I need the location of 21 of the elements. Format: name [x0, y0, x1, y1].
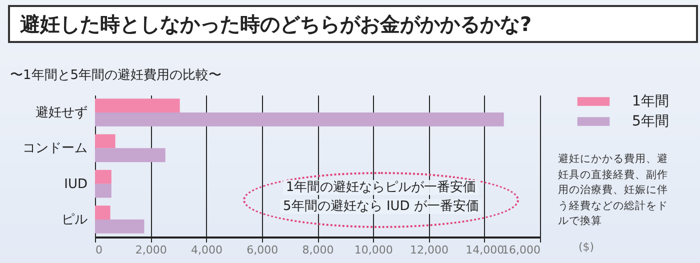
x-tick-label: 6,000	[246, 244, 278, 256]
x-tick-label: 0	[96, 244, 102, 256]
annotation: 5年間の避妊なら IUD が一番安価	[280, 199, 482, 214]
legend-label: 5年間	[632, 114, 669, 130]
y-tick-label: 避妊せず	[36, 105, 88, 120]
y-tick-label: コンドーム	[22, 141, 88, 156]
x-tick-label: 16,000	[502, 244, 540, 256]
x-tick-label: 4,000	[191, 244, 222, 256]
x-tick-label: 14,000	[466, 244, 504, 256]
chart-subtitle: 〜1年間と5年間の避妊費用の比較〜	[10, 67, 222, 84]
x-axis-title: ($)	[578, 240, 594, 254]
chart-title: 避妊した時としなかった時のどちらがお金がかかるかな?	[8, 5, 698, 43]
x-tick-label: 12,000	[410, 244, 448, 256]
y-tick-label: ピル	[62, 212, 88, 228]
legend-label: 1年間	[632, 94, 669, 110]
y-tick-label: IUD	[64, 176, 88, 192]
x-tick-label: 10,000	[354, 244, 393, 256]
x-tick-label: 2,000	[135, 244, 167, 256]
annotation: 1年間の避妊ならピルが一番安価	[282, 180, 480, 195]
x-tick-label: 8,000	[302, 244, 334, 256]
text: 避妊にかかる費用、避妊具の直接経費、副作用の治療費、妊娠に伴う経費などの総計をドルで換算	[558, 152, 669, 229]
